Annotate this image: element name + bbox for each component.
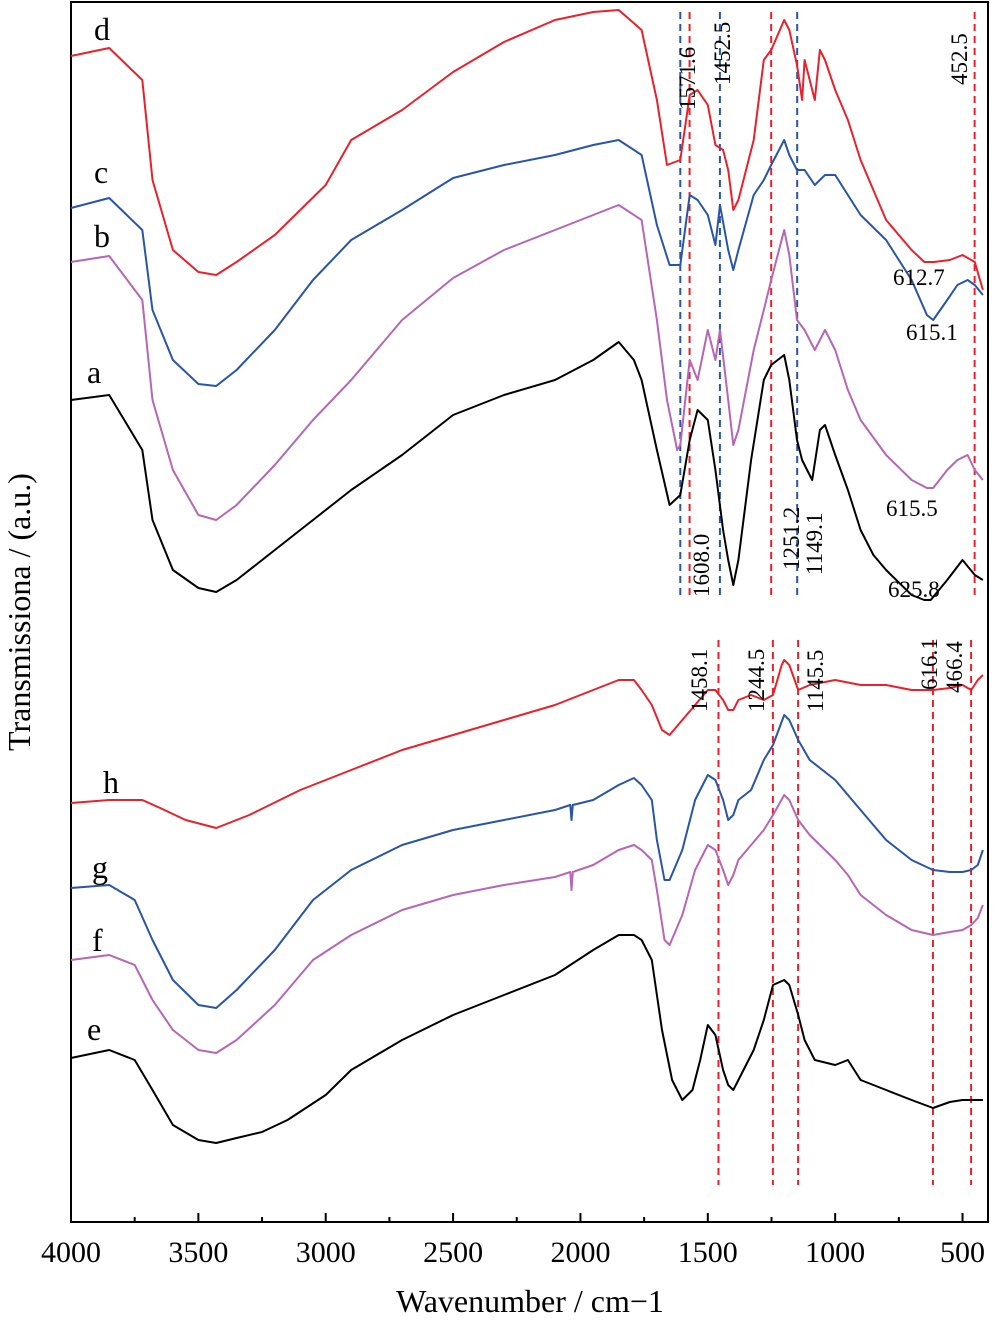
curve-labels: a bc d e f g h: [87, 11, 119, 1047]
peak-annotations: 1571.6 1452.5 452.5 612.7 615.1 615.5 625.8 160…: [675, 22, 972, 712]
peak-label: 1145.5: [803, 650, 828, 712]
peak-label: 612.7: [893, 265, 945, 290]
peak-label: 1571.6: [675, 47, 700, 110]
peak-label: 615.5: [886, 496, 938, 521]
peak-label: 625.8: [888, 577, 940, 602]
peak-label: 1458.1: [687, 649, 712, 712]
x-tick-label: 3000: [296, 1236, 356, 1269]
x-tick-label: 2000: [550, 1236, 610, 1269]
curve-label-a: a: [87, 354, 101, 390]
spectrum-d: [70, 9, 984, 291]
curve-label-d: d: [94, 11, 110, 47]
x-axis-ticks: 4000 3500 3000 2500 2000 1500 1000 500: [41, 1213, 985, 1269]
y-axis-title: Transmissiona / (a.u.): [1, 473, 37, 751]
peak-label: 1608.0: [689, 534, 714, 597]
curve-label-f: f: [92, 922, 103, 958]
curve-label-g: g: [92, 849, 108, 885]
spectrum-h: [70, 659, 984, 829]
marker-lines: [679, 12, 976, 1185]
peak-label: 452.5: [947, 33, 972, 85]
spectra: [70, 9, 984, 1144]
spectrum-f: [70, 794, 984, 1054]
x-tick-label: 2500: [423, 1236, 483, 1269]
plot-frame: [70, 1, 989, 1223]
spectrum-g: [70, 714, 984, 1009]
spectrum-c: [70, 139, 984, 387]
spectrum-a: [70, 341, 984, 601]
curve-label-e: e: [87, 1011, 101, 1047]
x-tick-label: 4000: [41, 1236, 101, 1269]
x-tick-label: 3500: [168, 1236, 228, 1269]
peak-label: 466.4: [942, 641, 967, 693]
x-tick-label: 500: [940, 1236, 985, 1269]
peak-label: 616.1: [917, 638, 942, 690]
spectrum-e: [70, 934, 983, 1144]
x-tick-label: 1000: [805, 1236, 865, 1269]
spectrum-b: [70, 204, 984, 521]
curve-label-c: c: [94, 154, 108, 190]
x-axis-title: Wavenumber / cm−1: [396, 1283, 664, 1319]
peak-label: 1452.5: [710, 22, 735, 85]
peak-label: 1149.1: [802, 513, 827, 575]
curve-label-b: b: [94, 218, 110, 254]
peak-label: 1244.5: [744, 649, 769, 712]
curve-label-h: h: [103, 764, 119, 800]
peak-label: 1251.2: [779, 507, 804, 570]
peak-label: 615.1: [906, 320, 958, 345]
x-tick-label: 1500: [678, 1236, 738, 1269]
